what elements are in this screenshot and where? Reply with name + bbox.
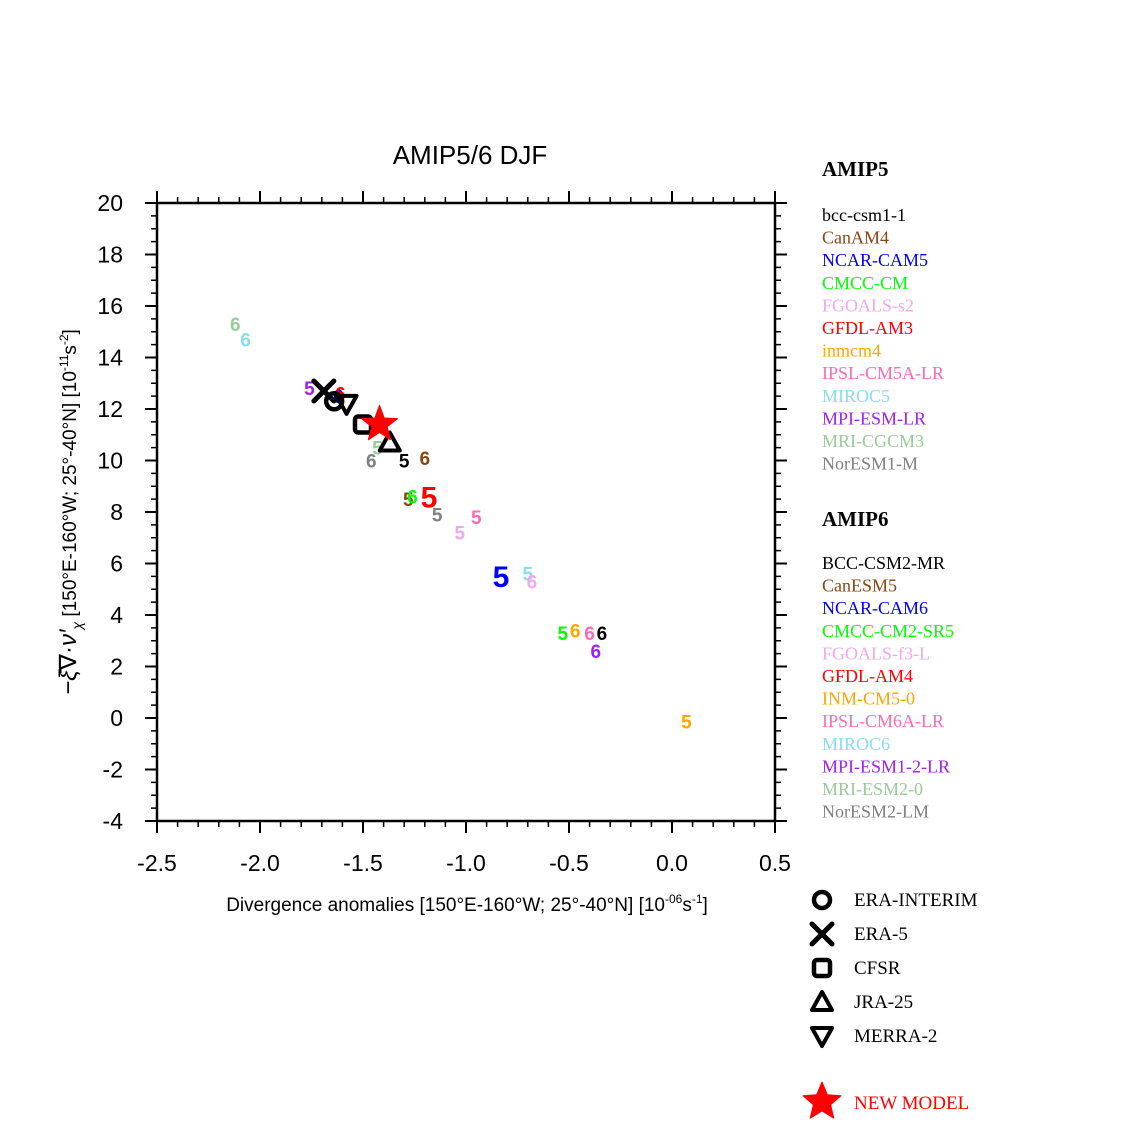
y-tick-label: 8 xyxy=(110,499,123,525)
amip6-point: 6 xyxy=(420,449,431,470)
y-tick-label: 16 xyxy=(97,293,123,319)
x-tick-label: -1.5 xyxy=(343,850,383,876)
reanalysis-legend-label: CFSR xyxy=(854,958,901,979)
amip6-point: 6 xyxy=(527,572,538,593)
reanalysis-legend: ERA-INTERIM ERA-5 CFSR JRA-25 MERRA-2 xyxy=(809,889,978,1048)
legend-entry: CMCC-CM2-SR5 xyxy=(822,621,954,641)
reanalysis-point xyxy=(311,378,337,404)
model-legend: AMIP5 bcc-csm1-1CanAM4NCAR-CAM5CMCC-CMFG… xyxy=(822,157,954,822)
amip6-legend-header: AMIP6 xyxy=(822,507,889,531)
legend-entry: inmcm4 xyxy=(822,341,881,361)
x-tick-label: 0.5 xyxy=(759,850,791,876)
reanalysis-legend-marker xyxy=(811,957,833,979)
amip5-point: 5 xyxy=(304,379,315,400)
amip6-point: 6 xyxy=(597,624,608,645)
reanalysis-legend-marker xyxy=(811,889,833,911)
legend-entry: NCAR-CAM5 xyxy=(822,250,928,270)
amip5-point: 5 xyxy=(372,438,383,459)
legend-entry: MIROC6 xyxy=(822,734,890,754)
legend-entry: GFDL-AM3 xyxy=(822,318,913,338)
legend-entry: IPSL-CM5A-LR xyxy=(822,363,944,383)
amip5-point: 5 xyxy=(681,713,692,734)
legend-entry: FGOALS-f3-L xyxy=(822,643,930,663)
y-tick-label: 14 xyxy=(97,345,123,371)
reanalysis-legend-marker-stroke xyxy=(809,921,835,947)
x-tick-label: -2.0 xyxy=(240,850,280,876)
new-model-legend-marker xyxy=(802,1081,842,1119)
amip6-point: 6 xyxy=(240,330,251,351)
y-tick-label: 12 xyxy=(97,396,123,422)
x-tick-label: -2.5 xyxy=(137,850,177,876)
amip6-point: 6 xyxy=(590,642,601,663)
y-tick-label: 0 xyxy=(110,705,123,731)
legend-entry: NCAR-CAM6 xyxy=(822,598,928,618)
reanalysis-legend-marker xyxy=(810,1026,834,1048)
amip5-point: 5 xyxy=(455,523,466,544)
amip6-point: 6 xyxy=(407,487,418,508)
new-model-legend-label: NEW MODEL xyxy=(854,1093,969,1114)
x-axis-label: Divergence anomalies [150°E-160°W; 25°-4… xyxy=(226,892,708,916)
legend-entry: BCC-CSM2-MR xyxy=(822,553,945,573)
x-axis: -2.5 -2.0 -1.5 -1.0 -0.5 0.0 0.5 xyxy=(137,191,791,876)
legend-entry: CanAM4 xyxy=(822,228,889,248)
legend-entry: IPSL-CM6A-LR xyxy=(822,711,944,731)
legend-entry: CMCC-CM xyxy=(822,273,908,293)
amip5-point: 5 xyxy=(432,505,443,526)
y-axis: -4 -2 0 2 4 6 8 10 12 14 16 18 20 xyxy=(97,190,787,834)
legend-entry: MRI-CGCM3 xyxy=(822,431,924,451)
new-model-legend: NEW MODEL xyxy=(802,1081,969,1119)
y-tick-label: 6 xyxy=(110,551,123,577)
y-tick-label: 18 xyxy=(97,242,123,268)
y-tick-label: 20 xyxy=(97,190,123,216)
reanalysis-point xyxy=(334,393,359,416)
y-axis-label: −ξ̄∇·ν′χ [150°E-160°W; 25°-40°N] [10-11s… xyxy=(55,329,85,695)
amip5-point: 5 xyxy=(421,481,438,514)
legend-entry: bcc-csm1-1 xyxy=(822,205,906,225)
reanalysis-legend-label: ERA-INTERIM xyxy=(854,890,978,911)
legend-entry: NorESM1-M xyxy=(822,454,918,474)
y-tick-label: -2 xyxy=(103,757,123,783)
legend-entry: GFDL-AM4 xyxy=(822,666,913,686)
legend-entry: MPI-ESM-LR xyxy=(822,408,926,428)
reanalysis-point xyxy=(377,430,402,453)
amip5-point: 5 xyxy=(399,451,410,472)
legend-entry: MIROC5 xyxy=(822,386,890,406)
reanalysis-legend-label: JRA-25 xyxy=(854,992,913,1013)
amip5-point: 5 xyxy=(403,490,414,511)
legend-entry: FGOALS-s2 xyxy=(822,295,914,315)
amip6-point: 6 xyxy=(584,624,595,645)
amip5-legend-header: AMIP5 xyxy=(822,157,889,181)
legend-entry: MPI-ESM1-2-LR xyxy=(822,756,950,776)
legend-entry: MRI-ESM2-0 xyxy=(822,779,923,799)
amip5-point: 5 xyxy=(471,508,482,529)
amip6-point: 6 xyxy=(366,451,377,472)
legend-entry: CanESM5 xyxy=(822,576,897,596)
x-tick-label: -0.5 xyxy=(549,850,589,876)
legend-entry: INM-CM5-0 xyxy=(822,689,915,709)
amip5-point: 5 xyxy=(558,624,569,645)
x-tick-label: 0.0 xyxy=(656,850,688,876)
amip5-point: 5 xyxy=(523,565,534,586)
reanalysis-legend-marker xyxy=(809,921,835,947)
y-tick-label: 2 xyxy=(110,654,123,680)
reanalysis-legend-marker xyxy=(810,990,834,1012)
reanalysis-legend-label: MERRA-2 xyxy=(854,1026,937,1047)
reanalysis-legend-label: ERA-5 xyxy=(854,924,908,945)
reanalysis-point-stroke xyxy=(311,378,337,404)
amip5-point: 5 xyxy=(493,561,510,594)
y-tick-label: -4 xyxy=(103,808,124,834)
amip6-point: 6 xyxy=(230,315,241,336)
chart-title: AMIP5/6 DJF xyxy=(393,140,548,170)
y-tick-label: 10 xyxy=(97,448,123,474)
new-model-point xyxy=(360,404,399,441)
reanalysis-point xyxy=(323,391,345,412)
legend-entry: NorESM2-LM xyxy=(822,802,929,822)
y-tick-label: 4 xyxy=(110,602,123,628)
amip6-point: 6 xyxy=(570,621,581,642)
x-tick-label: -1.0 xyxy=(446,850,486,876)
